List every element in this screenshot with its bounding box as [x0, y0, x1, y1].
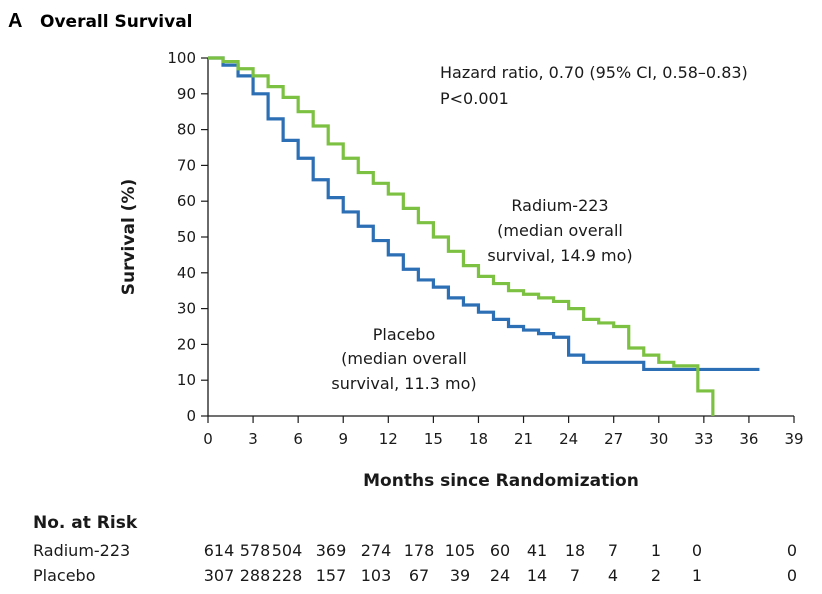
- p-value-label: P<0.001: [440, 89, 509, 108]
- risk-value: 4: [608, 566, 618, 585]
- x-tick-label: 15: [424, 430, 443, 448]
- risk-value: 288: [240, 566, 271, 585]
- risk-value: 14: [527, 566, 547, 585]
- risk-value: 1: [692, 566, 702, 585]
- x-tick-label: 6: [293, 430, 303, 448]
- risk-row-label: Placebo: [33, 566, 95, 585]
- risk-value: 7: [570, 566, 580, 585]
- radium-label-line-2: (median overall: [497, 221, 623, 240]
- y-tick-label: 40: [177, 264, 196, 282]
- radium-label-line-1: Radium-223: [511, 196, 608, 215]
- y-tick-label: 90: [177, 85, 196, 103]
- placebo-label-line-3: survival, 11.3 mo): [331, 374, 476, 393]
- risk-value: 39: [450, 566, 470, 585]
- x-tick-label: 36: [739, 430, 758, 448]
- hazard-ratio-label: Hazard ratio, 0.70 (95% CI, 0.58–0.83): [440, 63, 748, 82]
- x-tick-label: 9: [338, 430, 348, 448]
- y-tick-label: 70: [177, 156, 196, 174]
- risk-value: 369: [316, 541, 347, 560]
- series-lines: [208, 56, 760, 416]
- risk-value: 157: [316, 566, 347, 585]
- y-tick-label: 10: [177, 371, 196, 389]
- risk-value: 60: [490, 541, 510, 560]
- x-tick-label: 18: [469, 430, 488, 448]
- risk-value: 578: [240, 541, 271, 560]
- risk-value: 504: [272, 541, 303, 560]
- radium-223-survival-curve: [208, 56, 715, 416]
- panel-letter: A: [8, 10, 22, 32]
- x-tick-label: 0: [203, 430, 213, 448]
- y-tick-label: 50: [177, 228, 196, 246]
- y-tick-label: 60: [177, 192, 196, 210]
- y-axis-title: Survival (%): [119, 179, 139, 296]
- x-ticks: 0 3 6 9 12 15 18 21 24 27 30 33 36 39: [203, 416, 804, 448]
- risk-value: 103: [361, 566, 392, 585]
- risk-value: 228: [272, 566, 303, 585]
- risk-value: 18: [565, 541, 585, 560]
- risk-value: 2: [651, 566, 661, 585]
- x-tick-label: 12: [379, 430, 398, 448]
- y-ticks: 0 10 20 30 40 50 60 70 80 90 100: [167, 49, 208, 425]
- risk-value: 274: [361, 541, 392, 560]
- x-tick-label: 21: [514, 430, 533, 448]
- panel-title: Overall Survival: [40, 12, 193, 32]
- risk-value: 1: [651, 541, 661, 560]
- y-tick-label: 0: [186, 407, 196, 425]
- placebo-label-line-2: (median overall: [341, 349, 467, 368]
- x-tick-label: 30: [649, 430, 668, 448]
- placebo-survival-curve: [208, 56, 760, 372]
- risk-value: 307: [204, 566, 235, 585]
- risk-value: 7: [608, 541, 618, 560]
- y-tick-label: 20: [177, 335, 196, 353]
- y-tick-label: 80: [177, 121, 196, 139]
- risk-value: 67: [409, 566, 429, 585]
- x-tick-label: 39: [784, 430, 803, 448]
- x-axis-title: Months since Randomization: [363, 471, 639, 491]
- placebo-label-line-1: Placebo: [373, 325, 435, 344]
- risk-row-label: Radium-223: [33, 541, 130, 560]
- risk-value: 41: [527, 541, 547, 560]
- risk-value: 0: [692, 541, 702, 560]
- x-tick-label: 3: [248, 430, 258, 448]
- risk-value: 0: [787, 541, 797, 560]
- x-tick-label: 33: [694, 430, 713, 448]
- risk-value: 614: [204, 541, 235, 560]
- radium-label-line-3: survival, 14.9 mo): [487, 246, 632, 265]
- x-tick-label: 24: [559, 430, 578, 448]
- y-tick-label: 30: [177, 300, 196, 318]
- risk-value: 178: [404, 541, 435, 560]
- y-tick-label: 100: [167, 49, 196, 67]
- risk-table: Radium-223 614 578 504 369 274 178 105 60 41 18 7 1 0…: [33, 541, 797, 585]
- x-tick-label: 27: [604, 430, 623, 448]
- risk-value: 24: [490, 566, 510, 585]
- risk-value: 105: [445, 541, 476, 560]
- risk-value: 0: [787, 566, 797, 585]
- risk-table-title: No. at Risk: [33, 513, 138, 533]
